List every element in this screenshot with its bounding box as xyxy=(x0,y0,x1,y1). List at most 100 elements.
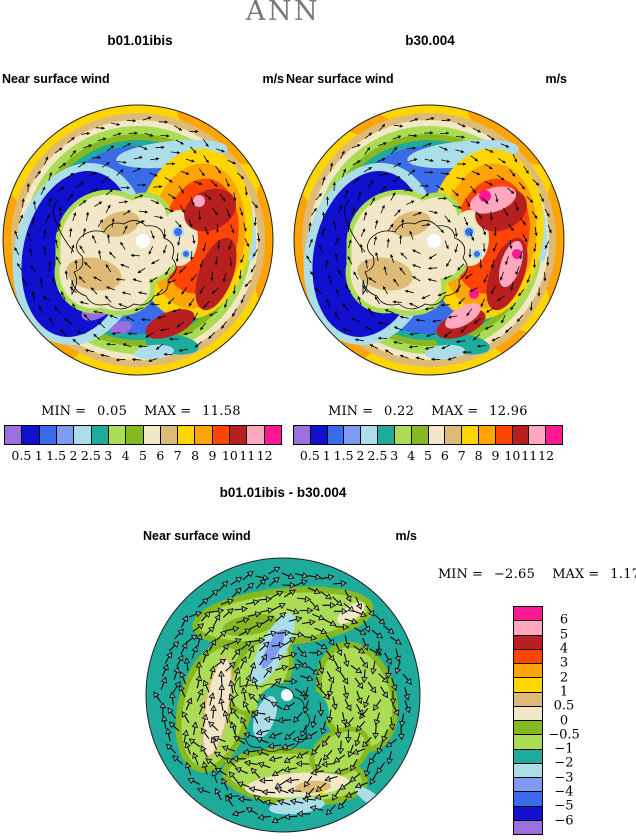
colorbar-cell xyxy=(511,425,530,445)
colorbar-cell xyxy=(461,425,479,445)
colorbar-right-labels: 0.5 1 1.5 2 2.5 3 4 5 6 7 8 9 10 11 12 xyxy=(293,448,563,463)
min-value: −2.65 xyxy=(493,567,536,582)
panel-diff-var-row: Near surface wind m/s xyxy=(143,529,417,543)
colorbar-tick-label: 6 xyxy=(156,448,165,463)
colorbar-cell xyxy=(293,425,311,445)
colorbar-cell xyxy=(513,634,543,650)
colorbar-tick-label: 9 xyxy=(491,448,500,463)
colorbar-tick-label: 1.5 xyxy=(46,448,67,463)
colorbar-tick-label: 2 xyxy=(69,448,78,463)
min-value: 0.22 xyxy=(384,404,415,419)
colorbar-tick-label: 5 xyxy=(559,627,569,643)
colorbar-tick-label: −0.5 xyxy=(548,727,580,743)
colorbar-cell xyxy=(513,819,543,835)
colorbar-tick-label: 1 xyxy=(322,448,331,463)
colorbar-cell xyxy=(513,691,543,707)
colorbar-cell xyxy=(513,720,543,736)
colorbar-tick-label: 2 xyxy=(356,448,365,463)
colorbar-cell xyxy=(513,734,543,750)
colorbar-cell xyxy=(377,425,395,445)
colorbar-cell xyxy=(477,425,496,445)
colorbar-tick-label: 5 xyxy=(424,448,432,463)
panel-diff-title: b01.01ibis - b30.004 xyxy=(219,485,347,500)
colorbar-tick-label: 2.5 xyxy=(80,448,101,463)
colorbar-cell xyxy=(21,425,40,445)
colorbar-tick-label: 11 xyxy=(239,448,256,463)
colorbar-cell xyxy=(229,425,248,445)
colorbar-cell xyxy=(142,425,161,445)
colorbar-cell xyxy=(38,425,57,445)
map-b01-01ibis xyxy=(2,104,274,376)
colorbar-tick-label: 12 xyxy=(256,448,273,463)
colorbar-tick-label: −3 xyxy=(554,770,574,786)
colorbar-cell xyxy=(263,425,282,445)
variable-label: Near surface wind xyxy=(286,72,394,86)
min-label: MIN = xyxy=(328,404,373,419)
colorbar-tick-label: 6 xyxy=(440,448,449,463)
colorbar-cell xyxy=(309,425,328,445)
colorbar-cell xyxy=(513,648,543,664)
colorbar-tick-label: 2.5 xyxy=(367,448,388,463)
map-b30-004 xyxy=(293,104,565,376)
colorbar-cell xyxy=(444,425,463,445)
colorbar-cell xyxy=(125,425,144,445)
min-label: MIN = xyxy=(438,567,483,582)
min-label: MIN = xyxy=(41,404,86,419)
colorbar-cell xyxy=(194,425,213,445)
colorbar-cell xyxy=(494,425,513,445)
colorbar-tick-label: 4 xyxy=(559,641,569,657)
panel-left-var-row: Near surface wind m/s xyxy=(2,72,284,86)
map-difference xyxy=(145,557,421,833)
colorbar-tick-label: 3 xyxy=(390,448,399,463)
colorbar-tick-label: 1 xyxy=(34,448,43,463)
colorbar-tick-label: 0 xyxy=(559,713,569,728)
colorbar-tick-label: 8 xyxy=(474,448,483,463)
colorbar-tick-label: −4 xyxy=(554,784,574,800)
colorbar-cell xyxy=(90,425,109,445)
max-label: MAX = xyxy=(431,404,479,419)
colorbar-cell xyxy=(410,425,429,445)
colorbar-tick-label: 8 xyxy=(191,448,200,463)
units-label: m/s xyxy=(545,72,567,86)
colorbar-diff-labels: 6 5 4 3 2 1 0.5 0 −0.5 −1 −2 −3 −4 −5 −6 xyxy=(545,606,583,835)
colorbar-tick-label: 7 xyxy=(457,448,466,463)
colorbar-tick-label: 5 xyxy=(139,448,147,463)
stats-right: MIN = 0.22 MAX = 12.96 xyxy=(295,404,561,419)
colorbar-tick-label: −5 xyxy=(554,798,574,814)
colorbar-cell xyxy=(360,425,379,445)
colorbar-cell xyxy=(55,425,75,445)
colorbar-tick-label: −2 xyxy=(554,755,574,771)
colorbar-cell xyxy=(4,425,23,445)
colorbar-tick-label: 0.5 xyxy=(553,698,575,714)
colorbar-cell xyxy=(513,762,543,778)
colorbar-tick-label: 3 xyxy=(104,448,113,463)
panel-right-title: b30.004 xyxy=(405,33,455,48)
colorbar-left xyxy=(4,425,282,445)
colorbar-tick-label: 1 xyxy=(559,684,569,700)
colorbar-tick-label: −6 xyxy=(554,813,574,829)
colorbar-cell xyxy=(326,425,345,445)
variable-label: Near surface wind xyxy=(143,529,251,543)
colorbar-diff xyxy=(513,606,543,835)
colorbar-cell xyxy=(513,677,543,693)
colorbar-cell xyxy=(246,425,265,445)
colorbar-cell xyxy=(513,748,543,764)
colorbar-tick-label: 9 xyxy=(208,448,217,463)
panel-left-title: b01.01ibis xyxy=(107,33,173,48)
colorbar-tick-label: 0.5 xyxy=(299,448,320,463)
colorbar-tick-label: 10 xyxy=(504,448,521,463)
colorbar-cell xyxy=(107,425,127,445)
colorbar-cell xyxy=(528,425,547,445)
colorbar-tick-label: 0.5 xyxy=(11,448,32,463)
colorbar-tick-label: 2 xyxy=(559,670,569,686)
stats-diff: MIN = −2.65 MAX = 1.17 xyxy=(438,567,636,582)
colorbar-cell xyxy=(513,805,543,821)
colorbar-tick-label: 1.5 xyxy=(333,448,354,463)
colorbar-tick-label: 6 xyxy=(559,612,569,628)
colorbar-cell xyxy=(427,425,446,445)
colorbar-cell xyxy=(545,425,563,445)
colorbar-cell xyxy=(513,620,543,636)
max-value: 1.17 xyxy=(610,567,636,582)
colorbar-cell xyxy=(343,425,362,445)
